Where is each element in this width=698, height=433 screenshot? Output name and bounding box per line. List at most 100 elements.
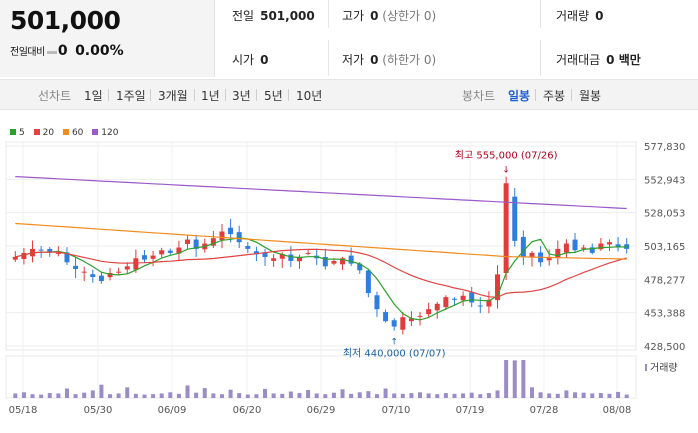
volume-bar	[452, 393, 457, 398]
candle	[64, 252, 70, 263]
volume-bar	[478, 394, 483, 398]
volume-bar	[392, 393, 397, 398]
candle	[451, 298, 457, 300]
volume-bar	[263, 388, 268, 398]
candle	[90, 274, 96, 278]
candle	[228, 227, 234, 235]
volume-bar	[529, 387, 534, 398]
candle	[365, 270, 371, 294]
x-tick-label: 08/08	[603, 405, 632, 416]
tab-3m[interactable]: 3개월	[158, 89, 188, 103]
candle	[572, 239, 578, 251]
change-line: 전일대비 0 0.00%	[10, 43, 124, 59]
candle	[520, 236, 526, 257]
volume-bar	[409, 393, 414, 398]
stat-prev-close: 전일 501,000	[232, 9, 315, 23]
price-box: 501,000 전일대비 0 0.00%	[0, 0, 215, 77]
tab-3y[interactable]: 3년	[232, 89, 251, 103]
candle	[417, 315, 423, 317]
candle	[434, 303, 440, 311]
candle	[21, 252, 27, 259]
stat-low: 저가 0 (하한가 0)	[342, 53, 437, 67]
candle	[47, 248, 53, 252]
candle	[107, 273, 113, 278]
candle	[546, 256, 552, 261]
tab-daily[interactable]: 일봉	[508, 89, 531, 103]
legend-ma20: 20	[33, 128, 54, 138]
candle	[426, 309, 432, 315]
quote-header: 501,000 전일대비 0 0.00% 전일 501,000 고가 0 (상한가 0…	[0, 0, 698, 77]
tab-monthly[interactable]: 월봉	[579, 89, 602, 103]
volume-bar	[331, 392, 336, 398]
candle	[245, 246, 251, 249]
volume-bar	[383, 388, 388, 398]
volume-bar	[555, 393, 560, 398]
divider	[328, 0, 329, 28]
tab-divider	[535, 89, 536, 101]
y-tick-label: 528,053	[644, 209, 685, 220]
y-tick-label: 478,277	[644, 275, 685, 286]
volume-bar	[306, 390, 311, 398]
volume-bar	[254, 394, 259, 398]
change-label: 전일대비	[10, 47, 45, 58]
tab-divider	[288, 89, 289, 101]
candle	[340, 258, 346, 265]
candle	[73, 265, 79, 269]
x-tick-label: 07/10	[382, 405, 411, 416]
tab-weekly[interactable]: 주봉	[543, 89, 566, 103]
volume-bar	[219, 394, 224, 398]
candle	[236, 232, 242, 243]
candle	[185, 239, 191, 244]
volume-bar	[512, 360, 517, 398]
candle	[150, 255, 156, 259]
volume-bar	[461, 393, 466, 398]
volume-bar	[280, 393, 285, 398]
current-price: 501,000	[10, 6, 121, 35]
legend-ma60: 60	[62, 128, 83, 138]
volume-bar	[400, 393, 405, 398]
tab-1y[interactable]: 1년	[201, 89, 220, 103]
volume-bar	[314, 393, 319, 398]
change-percent: 0.00%	[75, 43, 124, 59]
candle	[167, 250, 173, 253]
volume-bar	[21, 392, 26, 398]
candle	[503, 183, 509, 274]
candle	[141, 255, 147, 260]
ma60-line	[15, 222, 627, 260]
candle	[193, 239, 199, 249]
volume-bar	[340, 389, 345, 398]
y-tick-label: 577,830	[644, 142, 685, 153]
volume-bar	[590, 393, 595, 398]
volume-bar	[211, 393, 216, 398]
volume-bar	[435, 394, 440, 398]
divider	[540, 40, 541, 76]
candle	[512, 196, 518, 241]
candle-chart-label: 봉차트	[462, 89, 496, 103]
volume-bar	[82, 392, 87, 398]
tab-5y[interactable]: 5년	[264, 89, 283, 103]
candle	[529, 252, 535, 258]
volume-bar	[125, 387, 130, 398]
candle	[176, 247, 182, 254]
volume-bar	[271, 393, 276, 398]
tab-1d[interactable]: 1일	[84, 89, 103, 103]
legend-ma5: 5	[10, 128, 25, 138]
volume-bar	[581, 392, 586, 398]
volume-bar	[504, 360, 509, 398]
volume-bar	[288, 391, 293, 398]
volume-bar	[56, 393, 61, 398]
candle	[322, 256, 328, 267]
tab-1w[interactable]: 1주일	[116, 89, 146, 103]
volume-bar	[47, 393, 52, 398]
volume-bar	[30, 394, 35, 398]
flat-icon	[46, 50, 57, 54]
candle	[357, 263, 363, 271]
candle	[606, 242, 612, 245]
candle	[563, 243, 569, 253]
tab-divider	[194, 89, 195, 101]
candle	[253, 251, 259, 255]
candle	[288, 254, 294, 261]
tab-10y[interactable]: 10년	[296, 89, 323, 103]
volume-bar	[142, 394, 147, 398]
volume-bar	[426, 393, 431, 398]
